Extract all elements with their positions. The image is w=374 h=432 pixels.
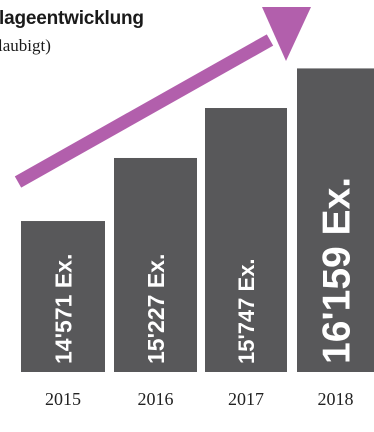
trend-arrow bbox=[14, 7, 311, 188]
bar-2018 bbox=[297, 68, 374, 372]
x-tick-label: 2017 bbox=[228, 389, 264, 409]
bar-2017 bbox=[205, 108, 287, 372]
chart-subtitle: laubigt) bbox=[0, 36, 51, 55]
bar-value-label: 15'227 Ex. bbox=[143, 254, 169, 364]
x-tick-label: 2015 bbox=[45, 389, 81, 409]
bar-value-label: 16'159 Ex. bbox=[316, 177, 359, 364]
bar-2016 bbox=[114, 157, 197, 372]
bar-value-label: 14'571 Ex. bbox=[50, 254, 76, 364]
x-tick-label: 2018 bbox=[318, 389, 354, 409]
bar-value-label: 15'747 Ex. bbox=[234, 258, 259, 364]
bar-2015 bbox=[21, 221, 105, 372]
x-tick-label: 2016 bbox=[138, 389, 174, 409]
chart-title: lageentwicklung bbox=[0, 8, 144, 29]
